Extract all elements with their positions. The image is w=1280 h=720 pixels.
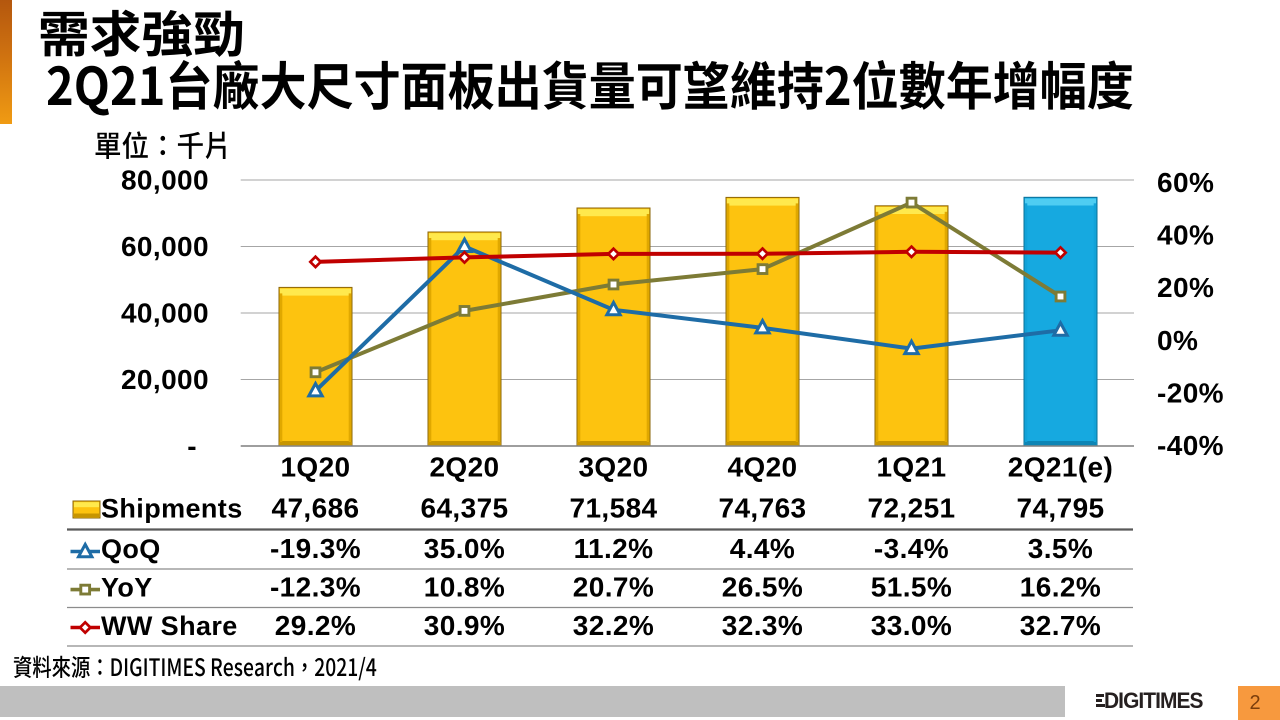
svg-text:32.2%: 32.2% (573, 610, 654, 641)
svg-text:20.7%: 20.7% (573, 572, 654, 603)
svg-text:QoQ: QoQ (101, 534, 161, 564)
svg-text:2Q20: 2Q20 (429, 452, 499, 483)
svg-text:40,000: 40,000 (121, 298, 209, 329)
svg-text:4Q20: 4Q20 (727, 452, 797, 483)
svg-text:-3.4%: -3.4% (874, 533, 949, 564)
svg-text:35.0%: 35.0% (424, 533, 505, 564)
svg-text:30.9%: 30.9% (424, 610, 505, 641)
svg-text:-19.3%: -19.3% (270, 533, 361, 564)
svg-text:47,686: 47,686 (271, 493, 359, 524)
svg-text:74,795: 74,795 (1016, 493, 1104, 524)
svg-text:40%: 40% (1157, 220, 1214, 251)
svg-text:11.2%: 11.2% (574, 533, 654, 564)
svg-text:80,000: 80,000 (121, 165, 209, 196)
svg-text:51.5%: 51.5% (871, 572, 952, 603)
svg-text:32.7%: 32.7% (1020, 610, 1101, 641)
svg-text:3.5%: 3.5% (1028, 533, 1093, 564)
svg-text:WW Share: WW Share (101, 611, 238, 641)
svg-text:64,375: 64,375 (420, 493, 508, 524)
svg-text:-12.3%: -12.3% (270, 572, 361, 603)
svg-text:29.2%: 29.2% (275, 610, 356, 641)
svg-text:10.8%: 10.8% (424, 572, 505, 603)
svg-text:20%: 20% (1157, 272, 1214, 303)
svg-text:YoY: YoY (101, 573, 153, 603)
svg-text:1Q20: 1Q20 (280, 452, 350, 483)
svg-text:32.3%: 32.3% (722, 610, 803, 641)
svg-text:2Q21(e): 2Q21(e) (1008, 452, 1114, 483)
svg-text:72,251: 72,251 (867, 493, 955, 524)
svg-text:60%: 60% (1157, 167, 1214, 198)
svg-text:4.4%: 4.4% (730, 533, 795, 564)
svg-text:-40%: -40% (1157, 430, 1224, 461)
svg-text:74,763: 74,763 (718, 493, 806, 524)
svg-text:16.2%: 16.2% (1020, 572, 1101, 603)
svg-text:1Q21: 1Q21 (876, 452, 946, 483)
svg-text:26.5%: 26.5% (722, 572, 803, 603)
svg-text:71,584: 71,584 (569, 493, 657, 524)
svg-text:33.0%: 33.0% (871, 610, 952, 641)
svg-text:-20%: -20% (1157, 377, 1224, 408)
svg-text:60,000: 60,000 (121, 231, 209, 262)
svg-text:3Q20: 3Q20 (578, 452, 648, 483)
svg-text:Shipments: Shipments (101, 494, 243, 524)
svg-text:0%: 0% (1157, 325, 1198, 356)
svg-text:20,000: 20,000 (121, 364, 209, 395)
svg-text:-: - (187, 431, 197, 462)
